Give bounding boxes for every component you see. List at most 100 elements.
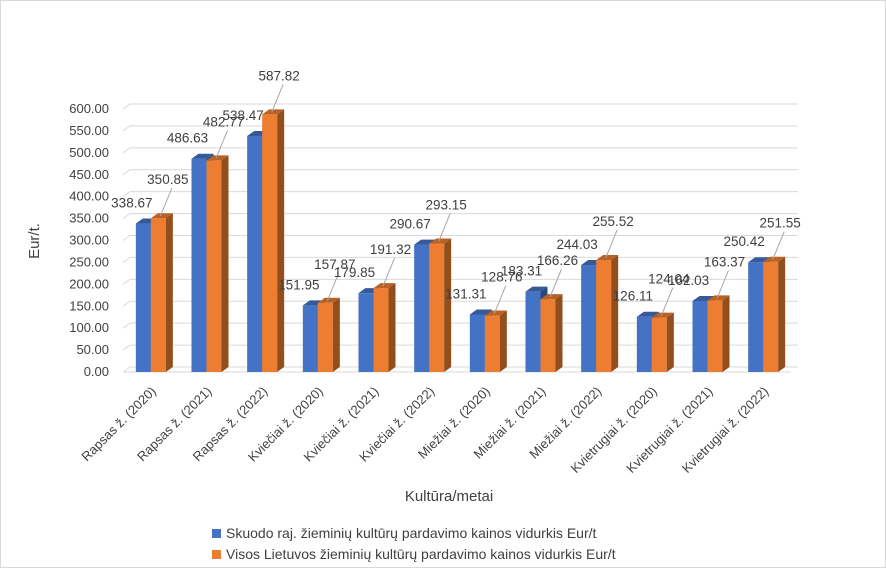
- bar-top: [596, 254, 619, 260]
- bar-top: [707, 295, 730, 301]
- data-label-leader: [772, 231, 785, 260]
- gridline: [122, 147, 798, 154]
- y-tick-label: 550.00: [69, 123, 109, 138]
- bar-front: [763, 261, 779, 372]
- data-label: 183.31: [501, 264, 542, 279]
- bar-front: [206, 160, 222, 372]
- gridline: [122, 169, 798, 176]
- data-label: 293.15: [426, 198, 467, 213]
- bar-side: [388, 283, 396, 372]
- bar-top: [525, 286, 548, 292]
- gridline: [122, 366, 798, 373]
- gridline: [122, 191, 798, 198]
- bar-top: [429, 238, 452, 244]
- bar-side: [221, 155, 229, 372]
- bar-top: [317, 297, 340, 303]
- x-axis-title: Kultūra/metai: [405, 488, 493, 505]
- bar-series-1: [429, 238, 452, 372]
- bar-front: [317, 302, 333, 372]
- bar-side: [165, 213, 173, 372]
- y-tick-label: 450.00: [69, 167, 109, 182]
- gridlines: [122, 103, 798, 373]
- y-axis-ticks: 0.00 50.00 100.00 150.00 200.00 250.00 300.00 3…: [69, 101, 109, 379]
- bar-front: [191, 158, 207, 372]
- bar-front: [581, 265, 597, 372]
- bar-series-1: [596, 254, 619, 372]
- data-label: 244.03: [557, 237, 598, 252]
- bar-series-1: [540, 294, 563, 372]
- bar-series-1: [763, 256, 786, 372]
- data-label: 350.85: [147, 172, 188, 187]
- bar-front: [636, 316, 652, 372]
- data-label: 255.52: [593, 214, 634, 229]
- gridline: [122, 125, 798, 132]
- data-label: 157.87: [314, 257, 355, 272]
- bar-side: [722, 295, 730, 372]
- bar-top: [636, 311, 659, 317]
- bar-front: [525, 291, 541, 372]
- data-label: 128.76: [481, 270, 522, 285]
- bar-side: [332, 297, 340, 372]
- data-label-leader: [326, 272, 340, 301]
- y-tick-label: 0.00: [84, 364, 109, 379]
- bar-front: [692, 300, 708, 372]
- bar-side: [499, 310, 507, 372]
- data-label: 166.26: [537, 253, 578, 268]
- bar-front: [135, 223, 151, 372]
- bar-front: [414, 244, 430, 372]
- bar-series-1: [317, 297, 340, 372]
- data-label: 251.55: [760, 216, 801, 231]
- legend-label-series-1: Visos Lietuvos žieminių kultūrų pardavim…: [226, 546, 616, 562]
- bar-side: [666, 312, 674, 372]
- data-label: 162.03: [668, 273, 709, 288]
- y-tick-label: 150.00: [69, 298, 109, 313]
- data-label-leader: [159, 188, 173, 217]
- bar-front: [150, 218, 166, 372]
- bar-side: [778, 256, 786, 372]
- bar-series-1: [373, 283, 396, 372]
- data-label: 538.47: [223, 108, 264, 123]
- bar-side: [277, 109, 285, 372]
- bar-series-1: [262, 109, 285, 372]
- data-label: 482.77: [203, 114, 244, 129]
- bar-top: [206, 155, 229, 161]
- bar-front: [651, 317, 667, 372]
- data-label-leader: [438, 213, 451, 242]
- y-axis-title: Eur/t.: [26, 223, 43, 259]
- bar-front: [373, 288, 389, 372]
- bar-side: [444, 238, 452, 372]
- y-tick-label: 350.00: [69, 211, 109, 226]
- bar-front: [707, 300, 723, 372]
- bar-front: [540, 299, 556, 372]
- x-axis-ticks: Rapsas ž. (2020)Rapsas ž. (2021)Rapsas ž…: [78, 384, 771, 476]
- data-label: 486.63: [167, 131, 208, 146]
- y-tick-label: 500.00: [69, 145, 109, 160]
- bar-front: [748, 262, 764, 372]
- bar-top: [373, 283, 396, 289]
- gridline: [122, 235, 798, 241]
- data-label: 124.04: [648, 272, 690, 287]
- data-label-leader: [215, 130, 228, 159]
- bar-top: [262, 109, 285, 115]
- bar-series-1: [150, 213, 173, 372]
- bar-front: [484, 315, 500, 372]
- bar-top: [763, 256, 786, 262]
- data-label: 131.31: [445, 286, 486, 301]
- data-label: 163.37: [704, 254, 745, 269]
- bar-top: [651, 312, 674, 318]
- data-label-leader: [660, 287, 674, 316]
- data-label: 126.11: [613, 289, 653, 304]
- bar-series-1: [484, 310, 507, 372]
- gridline: [122, 344, 798, 351]
- bar-series-1: [206, 155, 229, 372]
- legend-swatch-series-0: [212, 529, 221, 538]
- y-tick-label: 200.00: [69, 276, 109, 291]
- data-label: 338.67: [111, 196, 152, 211]
- gridline: [122, 322, 798, 329]
- bar-front: [469, 314, 485, 372]
- bar-side: [611, 254, 619, 372]
- data-label: 250.42: [724, 234, 765, 249]
- bar-series-1: [651, 312, 674, 372]
